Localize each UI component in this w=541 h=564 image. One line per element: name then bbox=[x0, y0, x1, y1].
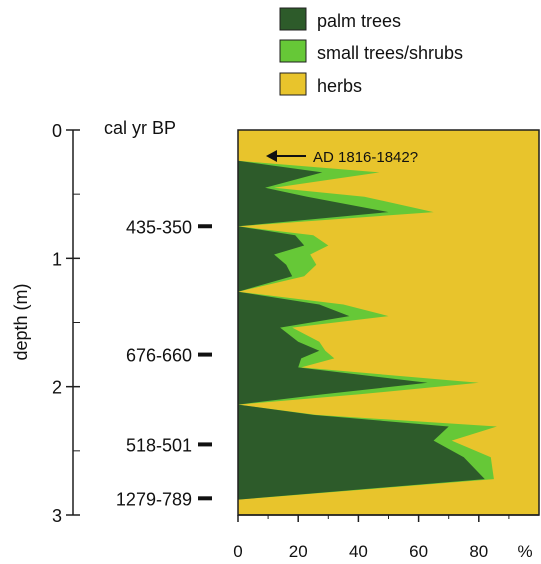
x-tick-label: 0 bbox=[233, 542, 242, 561]
age-date-marker bbox=[198, 496, 212, 501]
annotation: AD 1816-1842? bbox=[266, 149, 418, 166]
age-date-marker bbox=[198, 224, 212, 229]
x-tick-label: 60 bbox=[409, 542, 428, 561]
age-date-label: 518-501 bbox=[126, 435, 192, 455]
age-date-marker bbox=[198, 442, 212, 447]
age-date-marker bbox=[198, 352, 212, 357]
age-date-label: 435-350 bbox=[126, 217, 192, 237]
legend-label-palm-trees: palm trees bbox=[317, 11, 401, 31]
palm-trees-area bbox=[238, 160, 485, 509]
depth-tick-label: 0 bbox=[52, 121, 62, 141]
x-axis: % 0 20 40 60 80 bbox=[233, 514, 539, 561]
x-tick-label: 20 bbox=[289, 542, 308, 561]
annotation-arrow-icon bbox=[266, 150, 277, 162]
age-date-label: 1279-789 bbox=[116, 489, 192, 509]
legend-label-small-trees-shrubs: small trees/shrubs bbox=[317, 43, 463, 63]
legend: palm trees small trees/shrubs herbs bbox=[279, 7, 463, 96]
legend-swatch-herbs bbox=[279, 72, 307, 96]
age-dates: 435-350 676-660 518-501 1279-789 bbox=[116, 217, 212, 509]
depth-tick-label: 3 bbox=[52, 506, 62, 526]
legend-swatch-palm-trees bbox=[279, 7, 307, 31]
legend-label-herbs: herbs bbox=[317, 76, 362, 96]
x-tick-label: 40 bbox=[349, 542, 368, 561]
plot-panel bbox=[237, 129, 540, 516]
age-date-label: 676-660 bbox=[126, 346, 192, 366]
annotation-label: AD 1816-1842? bbox=[313, 149, 418, 166]
depth-axis-label: depth (m) bbox=[11, 283, 31, 360]
age-axis-label: cal yr BP bbox=[104, 118, 176, 138]
legend-swatch-small-trees-shrubs bbox=[279, 39, 307, 63]
depth-tick-label: 1 bbox=[52, 249, 62, 269]
x-tick-label: 80 bbox=[469, 542, 488, 561]
x-axis-unit-label: % bbox=[517, 542, 532, 561]
depth-tick-label: 2 bbox=[52, 378, 62, 398]
depth-axis: depth (m) cal yr BP 0 1 2 3 bbox=[11, 118, 176, 526]
